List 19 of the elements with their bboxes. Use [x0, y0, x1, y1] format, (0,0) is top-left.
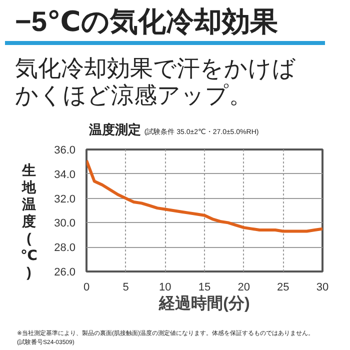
- y-tick-label: 26.0: [54, 266, 76, 278]
- x-tick-label: 15: [198, 282, 211, 294]
- x-tick-label: 5: [122, 282, 129, 294]
- y-tick-label: 36.0: [54, 144, 76, 156]
- x-axis-title: 経過時間(分): [158, 294, 250, 312]
- y-tick-label: 28.0: [54, 242, 76, 254]
- chart-subtitle: 気化冷却効果で汗をかけばかくほど涼感アップ。: [15, 55, 297, 109]
- x-tick-label: 10: [159, 282, 172, 294]
- x-tick-label: 30: [316, 282, 329, 294]
- y-tick-label: 32.0: [54, 193, 76, 206]
- x-tick-label: 25: [277, 282, 290, 294]
- chart-title: −5℃の気化冷却効果: [15, 5, 278, 39]
- y-axis-title: 生地温度(℃): [20, 162, 38, 281]
- text: 温度測定: [89, 122, 141, 137]
- line-series: [86, 158, 322, 233]
- x-tick-label: 20: [238, 282, 250, 294]
- y-tick-label: 34.0: [54, 168, 76, 181]
- x-tick-label: 0: [83, 282, 90, 294]
- y-tick-label: 30.0: [54, 218, 76, 230]
